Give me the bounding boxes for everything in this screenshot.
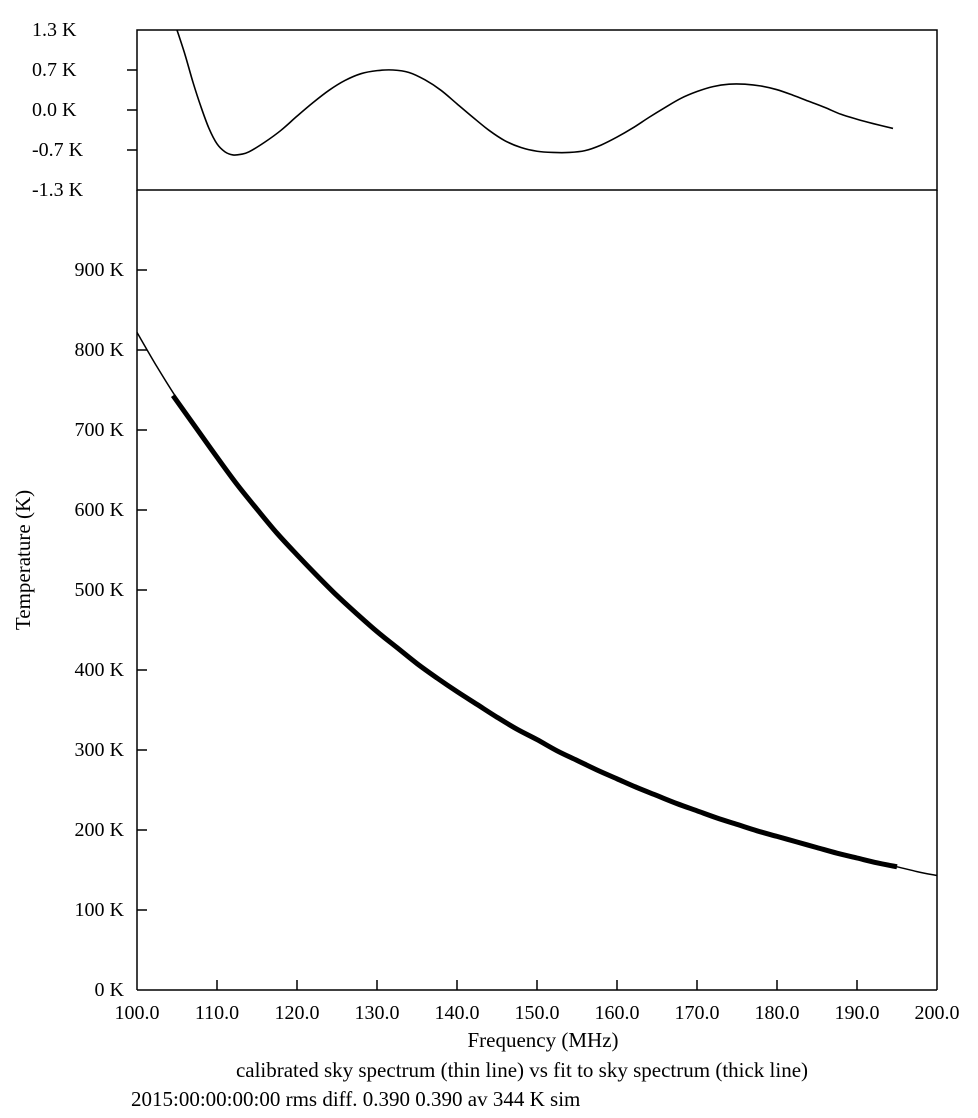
y-tick-label: 400 K [75, 659, 125, 681]
sky-spectrum-thin-line [136, 332, 938, 877]
residual-plot-frame [136, 29, 938, 191]
x-tick-label: 170.0 [675, 1002, 720, 1024]
caption-line-2: 2015:00:00:00:00 rms diff. 0.390 0.390 a… [131, 1087, 580, 1111]
y-tick-label: 100 K [75, 899, 125, 921]
x-tick-label: 160.0 [595, 1002, 640, 1024]
residual-y-tick-label: 0.7 K [32, 59, 77, 81]
residual-y-tick-label: -0.7 K [32, 139, 84, 161]
x-tick-label: 140.0 [435, 1002, 480, 1024]
x-tick-label: 200.0 [915, 1002, 960, 1024]
residual-series-line [176, 29, 894, 156]
fit-spectrum-thick-line [170, 394, 898, 870]
y-tick-label: 900 K [75, 259, 125, 281]
y-tick-label: 800 K [75, 339, 125, 361]
y-tick-label: 600 K [75, 499, 125, 521]
y-tick-label: 0 K [95, 979, 125, 1001]
x-tick-label: 150.0 [515, 1002, 560, 1024]
x-tick-label: 100.0 [115, 1002, 160, 1024]
x-tick-label: 120.0 [275, 1002, 320, 1024]
y-tick-label: 700 K [75, 419, 125, 441]
residual-y-tick-label: 1.3 K [32, 19, 77, 41]
x-tick-label: 110.0 [195, 1002, 239, 1024]
y-tick-label: 500 K [75, 579, 125, 601]
x-axis-title: Frequency (MHz) [467, 1028, 618, 1052]
y-axis-title: Temperature (K) [11, 490, 35, 630]
caption-line-1: calibrated sky spectrum (thin line) vs f… [236, 1058, 808, 1082]
residual-y-tick-label: 0.0 K [32, 99, 77, 121]
y-tick-label: 200 K [75, 819, 125, 841]
x-tick-label: 190.0 [835, 1002, 880, 1024]
x-tick-label: 130.0 [355, 1002, 400, 1024]
main-panel: 900 K 800 K 700 K 600 K 500 K 400 K 300 K 200 K… [75, 190, 960, 1024]
y-tick-label: 300 K [75, 739, 125, 761]
residual-y-tick-label: -1.3 K [32, 179, 84, 201]
x-tick-label: 180.0 [755, 1002, 800, 1024]
residual-panel: 1.3 K 0.7 K 0.0 K -0.7 K -1.3 K [32, 19, 938, 201]
